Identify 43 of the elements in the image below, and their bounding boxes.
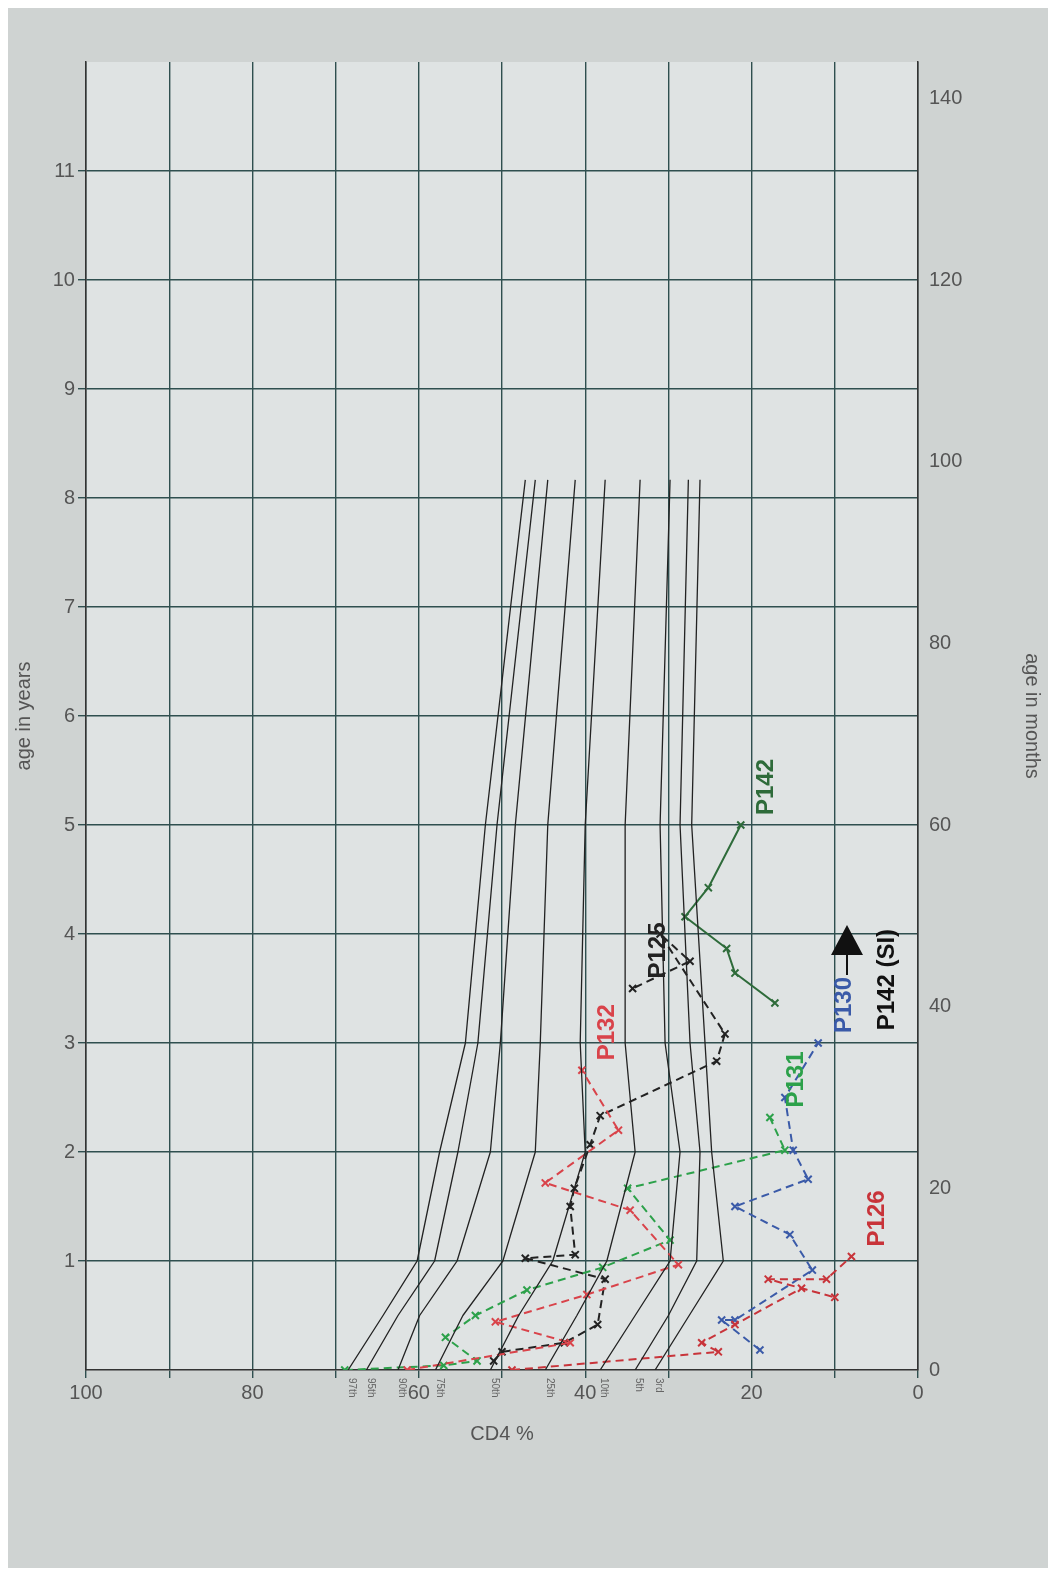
text: P130: [828, 976, 856, 1033]
y-tick-label: 40: [929, 994, 952, 1017]
y2-tick-label: 1: [63, 1248, 75, 1271]
text: 50th: [489, 1378, 501, 1398]
text: 10th: [599, 1378, 611, 1398]
y2-tick-label: 8: [63, 485, 75, 508]
text: 3rd: [654, 1378, 666, 1393]
text: 75th: [434, 1378, 446, 1398]
y2-tick-label: 6: [63, 703, 75, 726]
y-tick-label: 140: [929, 85, 963, 108]
x-tick-label: 0: [912, 1380, 924, 1403]
text: 5th: [634, 1378, 646, 1392]
x-tick-label: 40: [574, 1380, 597, 1403]
y2-tick-label: 3: [63, 1030, 75, 1053]
text: 25th: [544, 1378, 556, 1398]
x-tick-label: 20: [740, 1380, 763, 1403]
y-tick-label: 0: [929, 1357, 941, 1380]
text: 97th: [347, 1378, 359, 1398]
y-tick-label: 80: [929, 630, 952, 653]
y2-tick-label: 5: [63, 812, 75, 835]
x-tick-label: 60: [407, 1380, 430, 1403]
y-tick-label: 120: [929, 267, 963, 290]
y2-tick-label: 10: [52, 267, 75, 290]
y-tick-label: 60: [929, 812, 952, 835]
y2-tick-label: 11: [54, 158, 75, 181]
annotation: P142 (SI): [871, 928, 899, 1031]
x-tick-label: 100: [69, 1380, 103, 1403]
y-tick-label: 100: [929, 449, 963, 472]
y2-tick-label: 4: [63, 921, 75, 944]
y2-axis-title: age in years: [11, 661, 34, 771]
y-axis-title: age in months: [1022, 653, 1045, 779]
text: P131: [780, 1051, 808, 1108]
y2-tick-label: 9: [63, 376, 75, 399]
text: 95th: [365, 1378, 377, 1398]
y2-tick-label: 7: [63, 594, 75, 617]
text: P142: [751, 758, 779, 815]
x-tick-label: 80: [241, 1380, 264, 1403]
x-axis-title: CD4 %: [470, 1421, 534, 1444]
text: P126: [862, 1190, 890, 1247]
text: 90th: [397, 1378, 409, 1398]
y2-tick-label: 2: [63, 1139, 75, 1162]
text: P132: [592, 1004, 620, 1061]
y-tick-label: 20: [929, 1175, 952, 1198]
